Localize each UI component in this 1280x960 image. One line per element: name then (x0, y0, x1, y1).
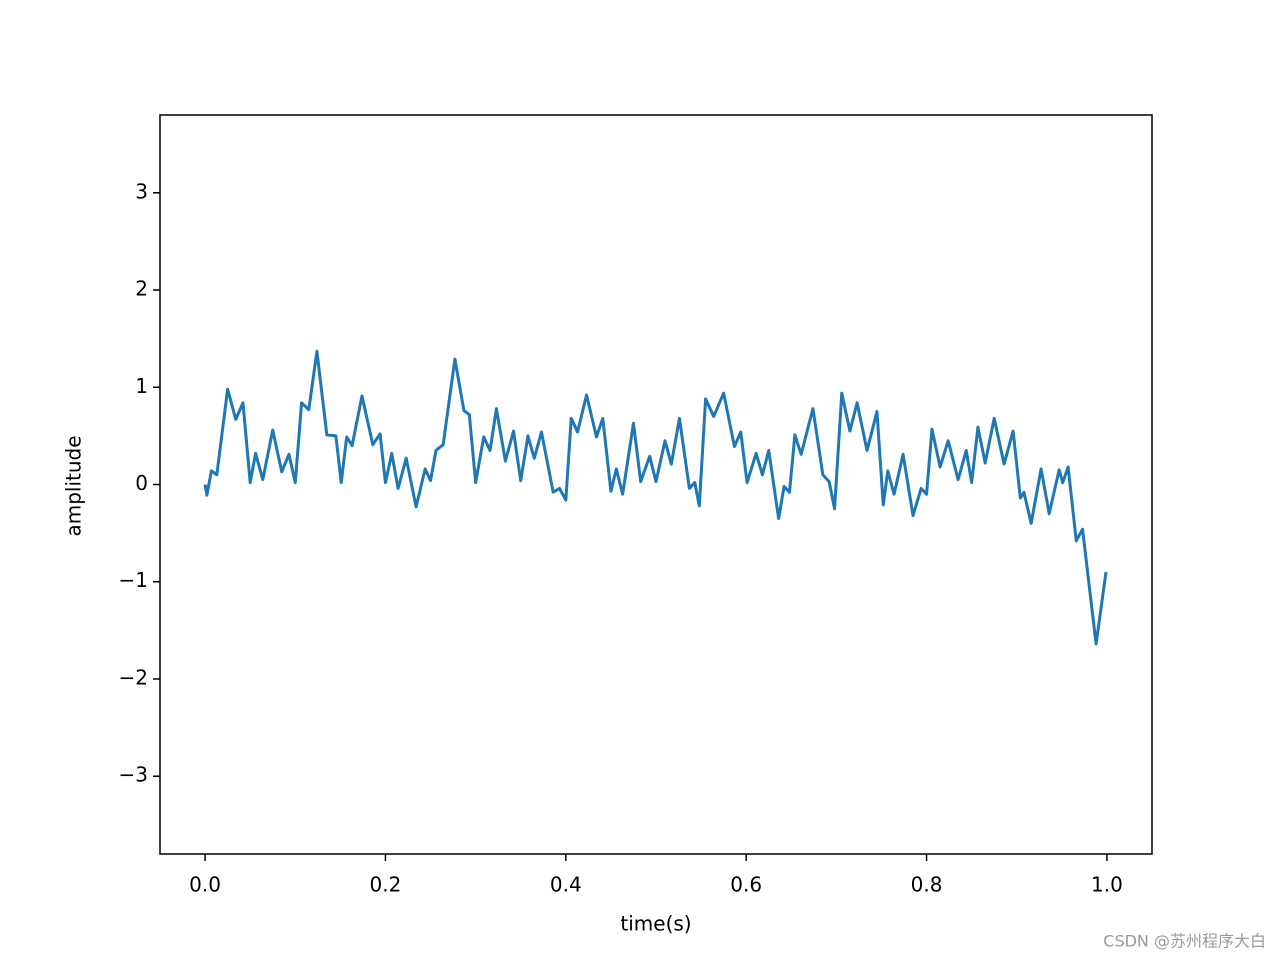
x-tick-label: 0.2 (370, 873, 402, 897)
y-tick-label: −2 (119, 665, 148, 689)
y-tick-label: 1 (135, 374, 148, 398)
x-tick-label: 0.4 (550, 873, 582, 897)
x-tick-label: 0.6 (730, 873, 762, 897)
y-tick-label: 2 (135, 277, 148, 301)
y-tick-label: 3 (135, 179, 148, 203)
data-line (203, 349, 1108, 646)
plot-frame (159, 114, 1153, 855)
y-tick-label: −1 (119, 568, 148, 592)
watermark: CSDN @苏州程序大白 (1103, 932, 1266, 951)
x-tick-label: 0.0 (189, 873, 221, 897)
y-axis-label: amplitude (62, 435, 86, 536)
y-tick-label: −3 (119, 763, 148, 787)
x-axis-label: time(s) (620, 912, 691, 936)
x-tick-label: 1.0 (1091, 873, 1123, 897)
y-tick-label: 0 (135, 471, 148, 495)
x-tick-label: 0.8 (911, 873, 943, 897)
